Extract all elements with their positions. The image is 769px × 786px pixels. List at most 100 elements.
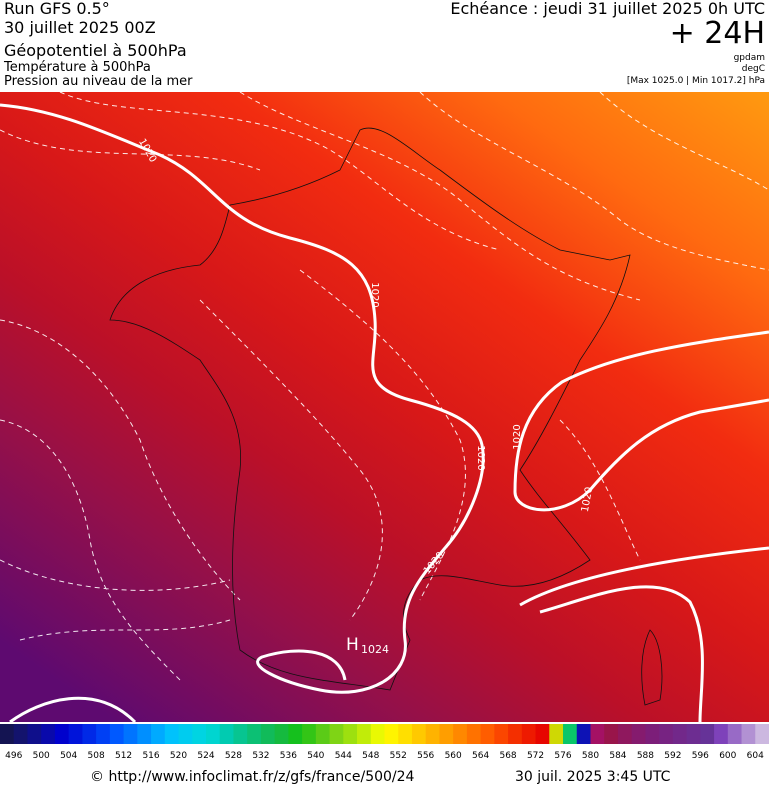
temperature-field — [0, 92, 769, 722]
color-swatch — [260, 724, 276, 744]
colorbar-label: 516 — [142, 751, 159, 761]
color-swatch — [178, 724, 193, 744]
unit: degC — [742, 64, 765, 74]
color-swatch — [247, 724, 262, 744]
colorbar-label: 496 — [5, 751, 22, 761]
color-swatch — [590, 724, 605, 744]
color-swatch — [604, 724, 619, 744]
header: Run GFS 0.5° 30 juillet 2025 00Z Géopote… — [3, 0, 765, 89]
colorbar-label: 568 — [499, 751, 516, 761]
colorbar-label: 584 — [609, 751, 626, 761]
color-swatch — [357, 724, 372, 744]
color-swatch — [617, 724, 633, 744]
source: © http://www.infoclimat.fr/z/gfs/france/… — [90, 769, 415, 785]
color-swatch — [576, 724, 591, 744]
colorbar-label: 512 — [115, 751, 132, 761]
colorbar-label: 564 — [472, 751, 489, 761]
color-swatch — [425, 724, 440, 744]
color-swatch — [700, 724, 715, 744]
color-swatch — [672, 724, 688, 744]
subtitle: Pression au niveau de la mer — [4, 74, 193, 89]
isobar-label: 1020 — [512, 424, 523, 449]
colorbar-label: 560 — [445, 751, 462, 761]
colorbar-label: 524 — [197, 751, 214, 761]
high-marker: H — [346, 635, 359, 655]
high-value: 1024 — [361, 643, 389, 656]
color-swatch — [164, 724, 180, 744]
colorbar-label: 580 — [582, 751, 599, 761]
title: Géopotentiel à 500hPa — [4, 41, 187, 60]
color-swatch — [274, 724, 289, 744]
subtitle: Température à 500hPa — [3, 60, 151, 75]
color-swatch — [288, 724, 303, 744]
isobar — [539, 585, 704, 723]
color-swatch — [755, 724, 769, 744]
color-swatch — [563, 724, 578, 744]
footer: © http://www.infoclimat.fr/z/gfs/france/… — [90, 769, 671, 785]
isobar-label: 1020 — [475, 445, 486, 470]
colorbar: 496 500 504 508 512 516 520 524 528 532 536 540 544 5… — [0, 724, 769, 761]
colorbar-label: 536 — [280, 751, 297, 761]
color-swatch — [82, 724, 97, 744]
colorbar-label: 532 — [252, 751, 269, 761]
color-swatch — [151, 724, 166, 744]
colorbar-label: 604 — [747, 751, 764, 761]
borders — [109, 127, 663, 706]
color-swatch — [439, 724, 454, 744]
color-swatch — [398, 724, 413, 744]
color-swatch — [645, 724, 660, 744]
run: Run GFS 0.5° — [4, 0, 110, 18]
color-swatch — [233, 724, 248, 744]
colorbar-label: 556 — [417, 751, 434, 761]
run-date: 30 juillet 2025 00Z — [4, 18, 156, 37]
color-swatch — [137, 724, 152, 744]
color-swatch — [411, 724, 427, 744]
colorbar-label: 540 — [307, 751, 324, 761]
color-swatch — [27, 724, 42, 744]
color-swatch — [686, 724, 701, 744]
color-swatch — [384, 724, 399, 744]
pressure-range: [Max 1025.0 | Min 1017.2] hPa — [627, 76, 765, 86]
color-swatch — [329, 724, 344, 744]
color-swatch — [714, 724, 729, 744]
color-swatch — [13, 724, 28, 744]
color-swatch — [123, 724, 138, 744]
colorbar-label: 520 — [170, 751, 187, 761]
color-swatch — [631, 724, 646, 744]
isobar — [9, 696, 137, 724]
color-swatch — [41, 724, 56, 744]
color-swatch — [494, 724, 509, 744]
color-swatch — [370, 724, 385, 744]
color-swatch — [453, 724, 468, 744]
color-swatch — [727, 724, 743, 744]
color-swatch — [109, 724, 125, 744]
color-swatch — [659, 724, 674, 744]
colorbar-label: 508 — [88, 751, 105, 761]
timestamp: 30 juil. 2025 3:45 UTC — [515, 769, 671, 785]
isobar — [0, 103, 485, 694]
colorbar-label: 500 — [33, 751, 50, 761]
color-swatch — [68, 724, 83, 744]
color-swatch — [741, 724, 756, 744]
color-swatch — [480, 724, 495, 744]
colorbar-label: 576 — [554, 751, 571, 761]
color-swatch — [315, 724, 331, 744]
colorbar-label: 588 — [637, 751, 654, 761]
unit: gpdam — [734, 53, 765, 63]
isobar-label: 1020 — [580, 486, 595, 513]
colorbar-label: 552 — [390, 751, 407, 761]
lead-time: + 24H — [670, 16, 765, 51]
colorbar-label: 592 — [664, 751, 681, 761]
color-swatch — [508, 724, 523, 744]
colorbar-label: 572 — [527, 751, 544, 761]
color-swatch — [54, 724, 70, 744]
color-swatch — [466, 724, 482, 744]
colorbar-label: 528 — [225, 751, 242, 761]
color-swatch — [205, 724, 221, 744]
isobar — [513, 330, 769, 512]
isobar-label: 1020 — [369, 282, 380, 307]
colorbar-label: 596 — [692, 751, 709, 761]
isotherms — [0, 91, 769, 681]
color-swatch — [219, 724, 234, 744]
